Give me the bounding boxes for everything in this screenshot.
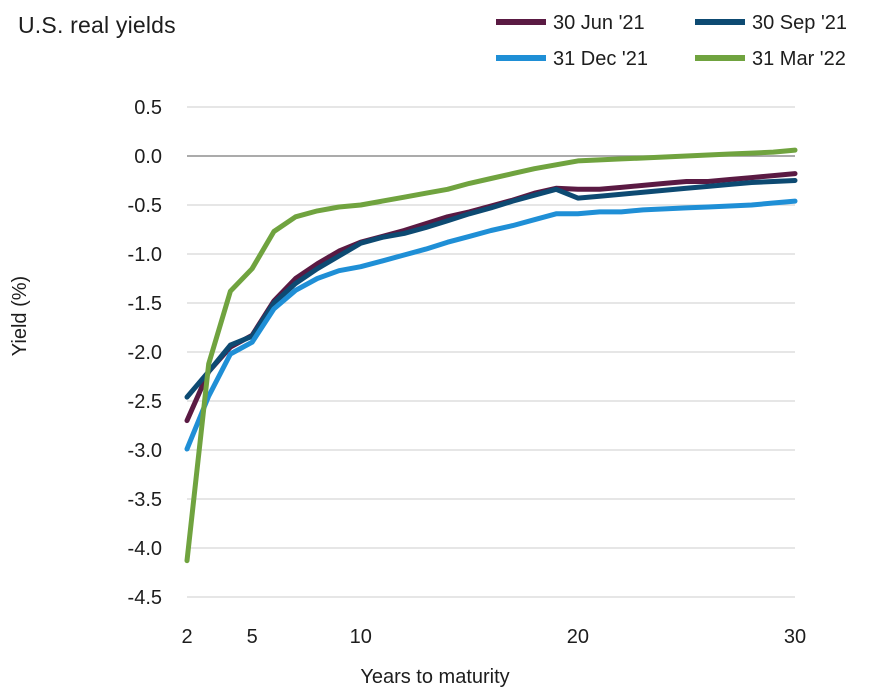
x-tick-label: 5 [247, 626, 258, 648]
x-axis-label: Years to maturity [360, 666, 509, 688]
y-axis-label: Yield (%) [9, 276, 31, 356]
chart-title: U.S. real yields [18, 12, 176, 38]
legend-item: 30 Sep '21 [695, 12, 847, 34]
legend-item: 31 Mar '22 [695, 48, 846, 70]
y-tick-label: -2.5 [128, 391, 162, 413]
legend-item: 31 Dec '21 [496, 48, 648, 70]
y-tick-label: 0.0 [134, 146, 162, 168]
series-line-4 [184, 147, 798, 564]
y-tick-label: 0.5 [134, 97, 162, 119]
legend-label: 31 Mar '22 [752, 48, 846, 70]
legend-item: 30 Jun '21 [496, 12, 645, 34]
y-tick-label: -4.5 [128, 587, 162, 609]
y-tick-label: -0.5 [128, 195, 162, 217]
legend-label: 30 Sep '21 [752, 12, 847, 34]
x-tick-label: 30 [784, 626, 806, 648]
legend: 30 Jun '21 30 Sep '21 31 Dec '21 31 Mar '22 [496, 12, 847, 70]
y-tick-label: -4.0 [128, 538, 162, 560]
series-lines [184, 147, 798, 564]
x-tick-label: 10 [350, 626, 372, 648]
x-tick-label: 2 [181, 626, 192, 648]
y-tick-label: -1.5 [128, 293, 162, 315]
y-tick-label: -1.0 [128, 244, 162, 266]
y-tick-label: -3.0 [128, 440, 162, 462]
series-line-3 [184, 198, 798, 452]
series-line-2 [184, 178, 798, 400]
y-tick-label: -2.0 [128, 342, 162, 364]
y-tick-label: -3.5 [128, 489, 162, 511]
y-tick-labels: 0.5 0.0 -0.5 -1.0 -1.5 -2.0 -2.5 -3.0 -3.5 -4.0 -4… [128, 97, 162, 609]
x-tick-label: 20 [567, 626, 589, 648]
legend-label: 31 Dec '21 [553, 48, 648, 70]
x-tick-labels: 2 5 10 20 30 [181, 626, 806, 648]
legend-label: 30 Jun '21 [553, 12, 645, 34]
